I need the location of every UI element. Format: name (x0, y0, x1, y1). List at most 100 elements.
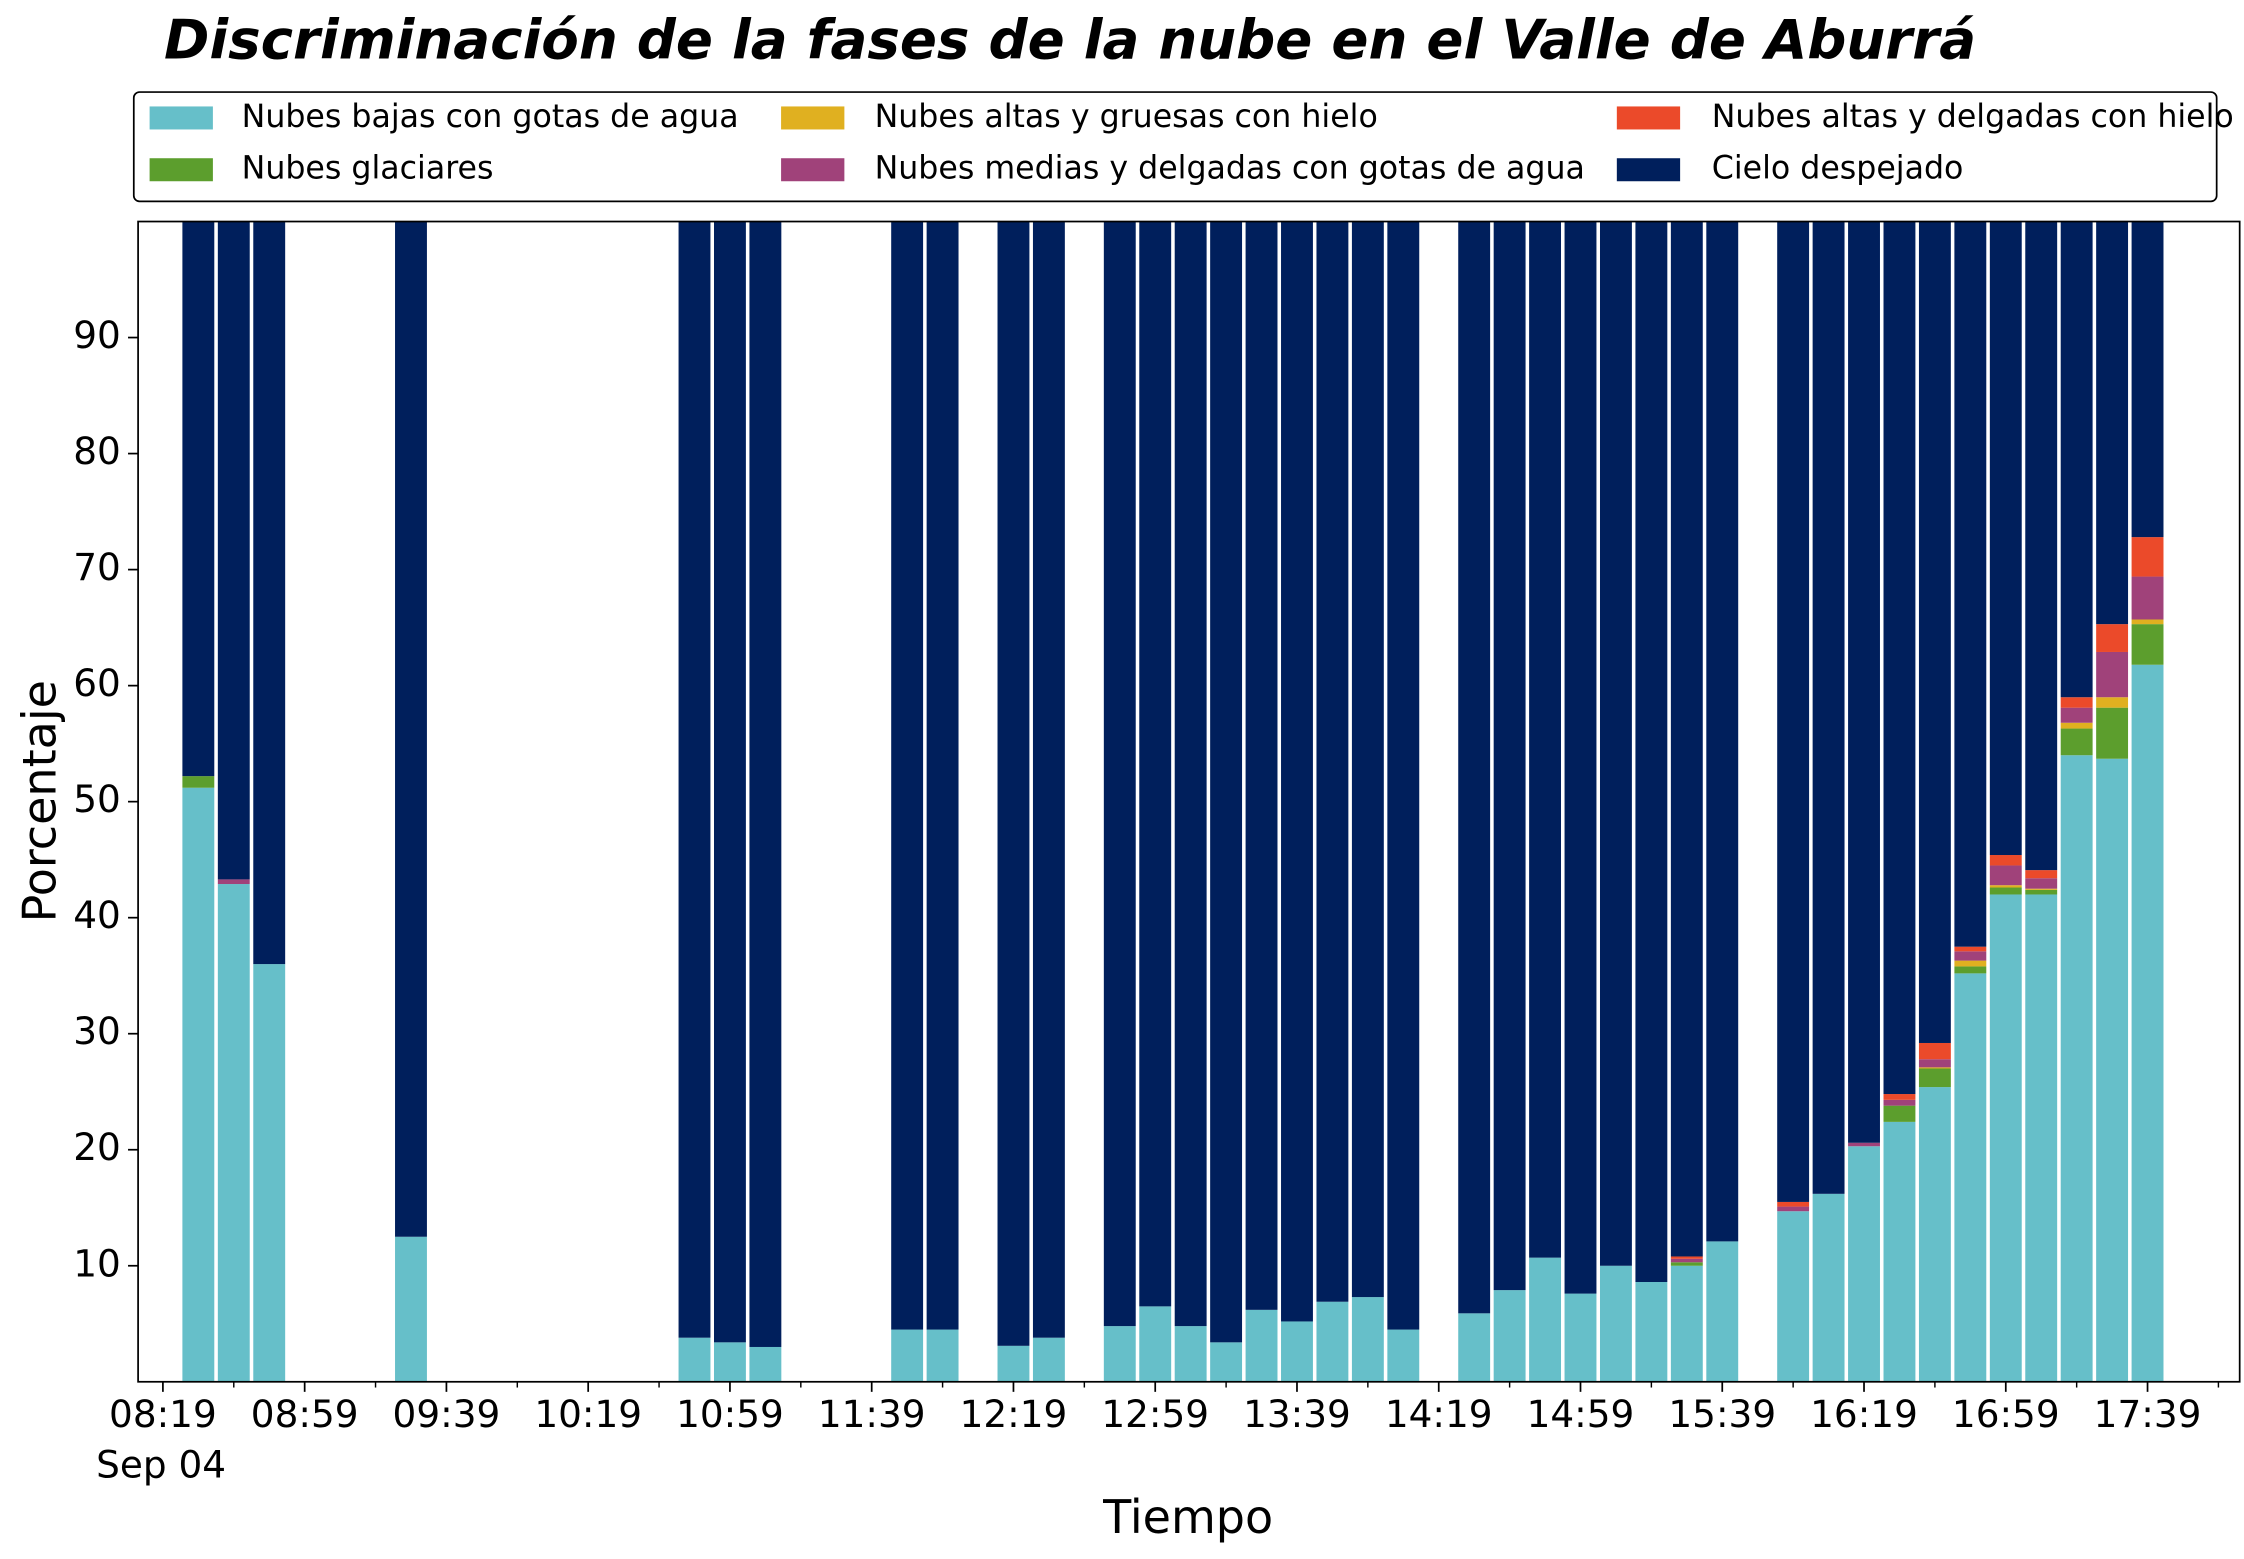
legend-swatch (781, 158, 845, 182)
bar-segment (1848, 221, 1880, 1143)
bar-segment (1918, 1059, 1951, 1068)
x-tick-label: 12:59 (1101, 1392, 1209, 1436)
x-tick-label: 13:39 (1243, 1392, 1351, 1436)
bar-segment (1989, 894, 2022, 1382)
bar-segment (1529, 1257, 1562, 1382)
x-tick-label: 10:59 (676, 1392, 784, 1436)
bar-segment (1245, 221, 1278, 1310)
bar-segment (1777, 1201, 1810, 1207)
bar-segment (2131, 537, 2164, 577)
x-tick-label: 14:19 (1385, 1392, 1493, 1436)
y-axis-label: Porcentaje (13, 680, 67, 922)
bar-segment (1706, 1241, 1739, 1382)
bar-segment (395, 1236, 427, 1382)
y-tick-label: 70 (73, 545, 121, 589)
bar-segment (182, 221, 215, 777)
x-tick-label: 08:59 (251, 1392, 359, 1436)
bar-segment (2060, 728, 2093, 756)
bar-segment (1529, 221, 1562, 1258)
y-tick-label: 60 (73, 661, 121, 705)
bar-segment (926, 221, 959, 1330)
bar-segment (1599, 1265, 1632, 1382)
bar-segment (2131, 576, 2164, 620)
bar-segment (1493, 221, 1526, 1291)
bar-segment (1670, 1258, 1703, 1263)
bar-segment (997, 221, 1030, 1346)
legend-swatch (1616, 106, 1681, 130)
bar-segment (1706, 221, 1739, 1242)
bar-segment (2060, 755, 2093, 1382)
bar-segment (1954, 946, 1987, 952)
x-tick-label: 17:39 (2094, 1392, 2202, 1436)
legend-label: Nubes medias y delgadas con gotas de agu… (875, 151, 1585, 187)
bar-segment (1316, 1301, 1349, 1382)
bar-segment (1670, 1256, 1703, 1259)
bar-segment (253, 221, 286, 965)
legend-label: Nubes bajas con gotas de agua (242, 99, 739, 135)
bar-segment (1351, 221, 1384, 1298)
bar-segment (1848, 1142, 1880, 1147)
bar-segment (1387, 1329, 1420, 1382)
bar-segment (1564, 221, 1597, 1294)
bar-segment (2131, 624, 2164, 665)
bar-segment (1139, 221, 1172, 1307)
bar-segment (1918, 1087, 1951, 1382)
chart-title: Discriminación de la fases de la nube en… (164, 7, 1976, 71)
legend-label: Nubes altas y delgadas con hielo (1712, 99, 2234, 135)
bar-segment (1918, 1042, 1951, 1060)
bar-segment (891, 221, 924, 1330)
bar-segment (2131, 221, 2164, 538)
x-tick-label: 15:39 (1668, 1392, 1776, 1436)
legend-label: Nubes altas y gruesas con hielo (875, 99, 1378, 135)
bar-segment (1635, 1281, 1668, 1382)
y-tick-label: 40 (73, 893, 121, 937)
bar-segment (1812, 1193, 1845, 1382)
bar-segment (2060, 707, 2093, 723)
bar-segment (2060, 722, 2093, 729)
bar-segment (1281, 1321, 1313, 1382)
bar-segment (1635, 221, 1668, 1282)
bar-segment (2025, 889, 2058, 895)
bar-segment (1599, 221, 1632, 1266)
bar-segment (2096, 707, 2129, 759)
bar-segment (182, 787, 215, 1382)
legend-swatch (1616, 158, 1681, 182)
bar-segment (1670, 1265, 1703, 1382)
bar-segment (2096, 651, 2129, 698)
bar-segment (1918, 221, 1951, 1043)
bar-segment (1210, 221, 1243, 1343)
bar-segment (217, 221, 250, 880)
bar-segment (2025, 221, 2058, 871)
bar-segment (749, 1346, 782, 1382)
bar-segment (1883, 1099, 1916, 1106)
x-tick-label: 09:39 (393, 1392, 501, 1436)
x-tick-label: 08:19 (109, 1392, 217, 1436)
bar-segment (1777, 1211, 1810, 1382)
bar-segment (2096, 697, 2129, 708)
bar-segment (997, 1345, 1030, 1382)
bar-segment (1777, 1206, 1810, 1212)
x-date-label: Sep 04 (96, 1443, 226, 1487)
x-axis-label: Tiempo (1102, 1490, 1273, 1544)
bar-segment (1989, 885, 2022, 888)
legend-label: Cielo despejado (1712, 151, 1964, 187)
bar-segment (1493, 1290, 1526, 1382)
y-tick-label: 30 (73, 1009, 121, 1053)
bar-segment (1989, 855, 2022, 866)
bar-segment (1245, 1309, 1278, 1382)
bar-segment (1918, 1068, 1951, 1088)
bar-segment (2025, 878, 2058, 889)
bar-segment (2025, 888, 2058, 890)
x-tick-label: 11:39 (818, 1392, 926, 1436)
bar-segment (891, 1329, 924, 1382)
bar-segment (1777, 221, 1810, 1202)
bar-segment (1883, 1121, 1916, 1382)
bar-segment (2025, 870, 2058, 879)
x-tick-label: 10:19 (534, 1392, 642, 1436)
bar-segment (1989, 865, 2022, 886)
legend-swatch (149, 106, 213, 130)
bar-segment (1351, 1297, 1384, 1382)
bar-segment (1670, 1262, 1703, 1266)
legend-label: Nubes glaciares (242, 151, 494, 187)
